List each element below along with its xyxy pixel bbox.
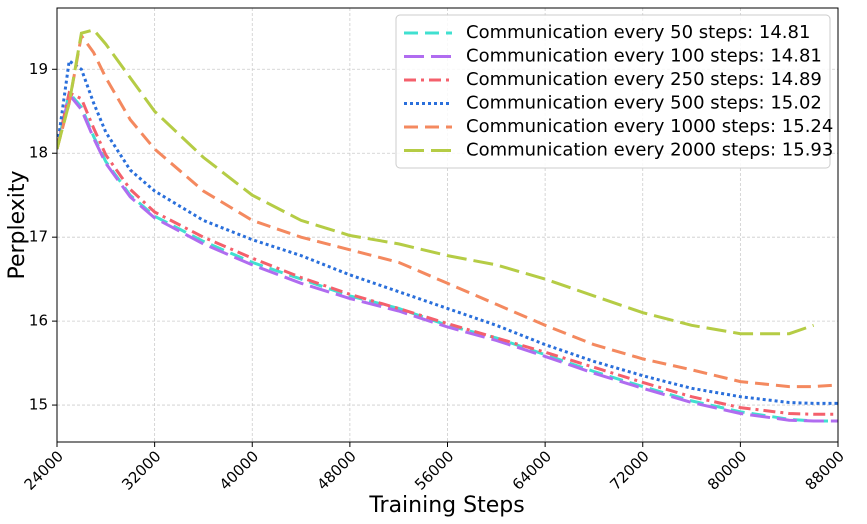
y-tick-label: 16 xyxy=(29,312,48,330)
y-tick-label: 17 xyxy=(29,228,48,246)
legend-label: Communication every 100 steps: 14.81 xyxy=(466,46,822,67)
y-axis-label: Perplexity xyxy=(5,170,30,279)
series-line xyxy=(57,89,838,423)
plot-frame xyxy=(56,7,839,443)
legend-label: Communication every 2000 steps: 15.93 xyxy=(466,140,833,161)
y-tick-label: 15 xyxy=(29,396,48,414)
series-line xyxy=(57,31,838,389)
x-axis-label: Training Steps xyxy=(368,493,524,518)
y-tick-label: 18 xyxy=(29,144,48,162)
series-line xyxy=(57,28,815,336)
y-tick-label: 19 xyxy=(29,60,48,78)
legend-box xyxy=(395,14,831,169)
legend-label: Communication every 50 steps: 14.81 xyxy=(466,22,810,43)
legend-label: Communication every 500 steps: 15.02 xyxy=(466,93,822,114)
series-line xyxy=(57,58,838,405)
legend-label: Communication every 250 steps: 14.89 xyxy=(466,69,822,90)
legend-label: Communication every 1000 steps: 15.24 xyxy=(466,116,833,137)
series-line xyxy=(57,91,838,423)
series-line xyxy=(57,90,838,416)
